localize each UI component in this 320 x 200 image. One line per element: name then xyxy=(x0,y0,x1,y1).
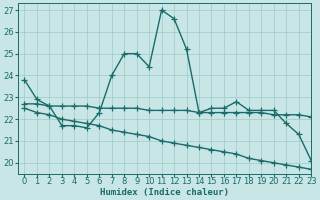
X-axis label: Humidex (Indice chaleur): Humidex (Indice chaleur) xyxy=(100,188,229,197)
